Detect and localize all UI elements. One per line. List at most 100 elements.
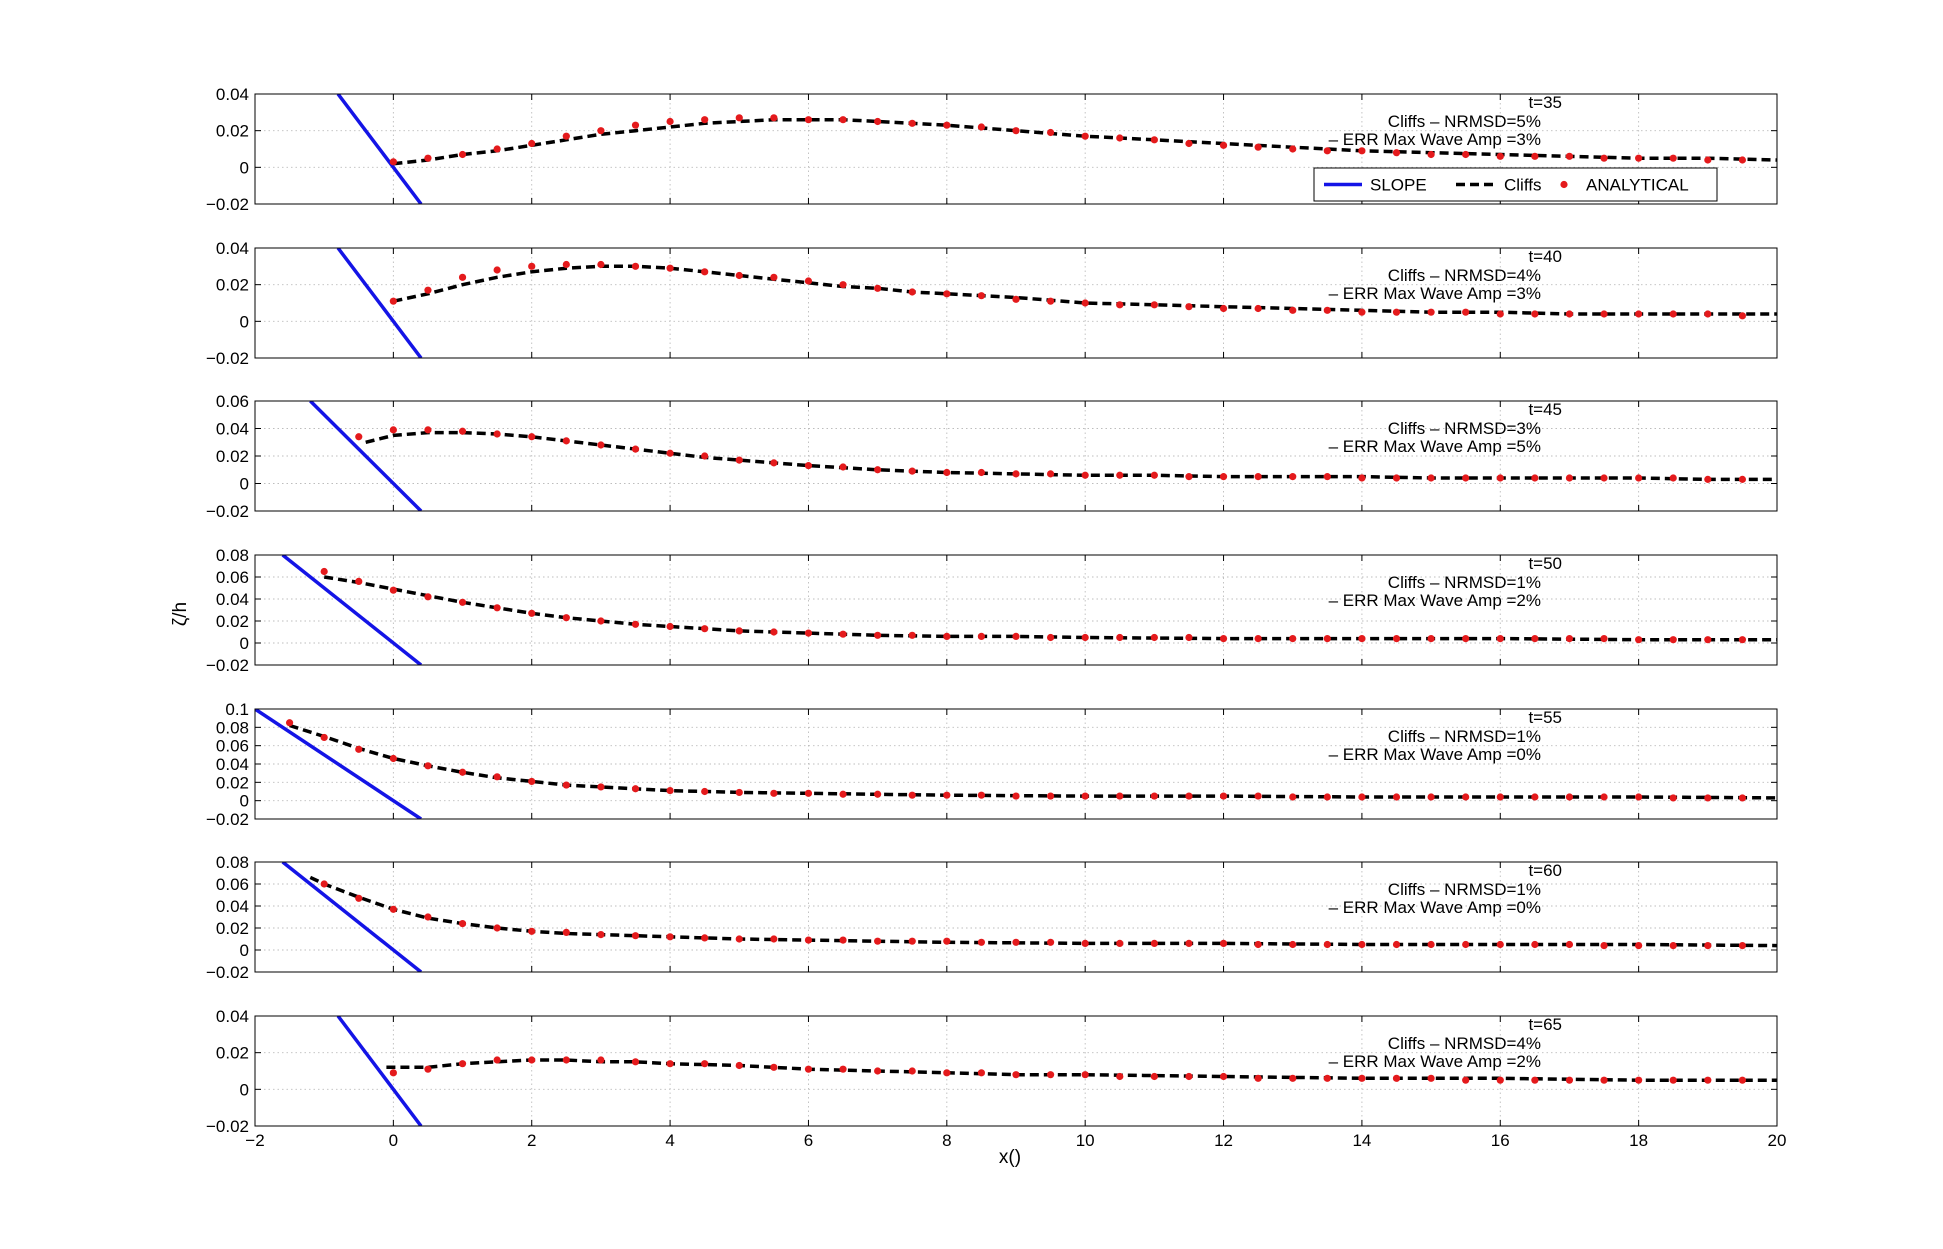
analytical-point: [597, 783, 605, 791]
analytical-point: [1738, 475, 1747, 483]
series-slope: [309, 401, 423, 511]
analytical-point: [1254, 304, 1262, 313]
plot-series: [281, 555, 1777, 665]
analytical-point: [458, 768, 467, 776]
analytical-point: [770, 1063, 778, 1071]
analytical-point: [1496, 940, 1504, 949]
analytical-point: [1185, 633, 1193, 642]
y-tick-label: 0.06: [216, 875, 249, 894]
analytical-point: [1427, 1074, 1435, 1082]
analytical-point: [1358, 1074, 1366, 1082]
analytical-point: [1323, 793, 1331, 801]
analytical-point: [1704, 156, 1712, 164]
analytical-point: [666, 117, 674, 126]
analytical-point: [1738, 636, 1747, 644]
analytical-point: [1496, 152, 1504, 160]
y-tick-label: 0: [240, 312, 249, 331]
legend-box: [1313, 167, 1718, 202]
y-tick-label: 0.02: [216, 773, 249, 792]
analytical-point: [1185, 939, 1193, 948]
analytical-point: [597, 441, 605, 449]
analytical-point: [943, 937, 951, 945]
series-cliffs: [365, 430, 1777, 482]
analytical-point: [1565, 310, 1574, 318]
time-label: t=60: [1528, 861, 1562, 880]
series-slope: [336, 248, 423, 358]
analytical-point: [1219, 635, 1228, 643]
analytical-point: [1358, 793, 1366, 801]
axes-frame: [254, 400, 1778, 512]
analytical-point: [943, 121, 951, 129]
analytical-point: [1565, 940, 1574, 949]
legend-analytical-label: ANALYTICAL: [1586, 176, 1689, 195]
analytical-point: [424, 154, 432, 162]
analytical-point: [631, 620, 640, 628]
analytical-point: [1150, 1072, 1158, 1081]
y-tick-label: 0.06: [216, 568, 249, 587]
analytical-point: [562, 132, 570, 140]
analytical-point: [1323, 940, 1331, 949]
y-tick-label: 0.02: [216, 612, 249, 631]
analytical-point: [493, 430, 501, 438]
x-tick-label: 2: [527, 1131, 536, 1150]
analytical-point: [562, 260, 570, 269]
analytical-point: [1219, 939, 1228, 948]
y-tick-label: 0.04: [216, 1007, 249, 1026]
analytical-point: [1219, 141, 1228, 149]
analytical-point: [1081, 471, 1089, 479]
analytical-point: [528, 777, 536, 786]
analytical-point: [1462, 940, 1470, 949]
analytical-point: [977, 791, 986, 799]
y-tick-label: 0.08: [216, 853, 249, 872]
analytical-point: [389, 297, 397, 305]
analytical-point: [1012, 632, 1020, 641]
analytical-point: [1046, 128, 1055, 137]
analytical-point: [528, 1056, 536, 1064]
analytical-point: [424, 593, 432, 601]
analytical-point: [1358, 308, 1366, 316]
analytical-point: [1669, 942, 1677, 950]
plot-series: [336, 1016, 1777, 1126]
analytical-point: [839, 1065, 847, 1073]
analytical-point: [1496, 793, 1504, 801]
analytical-point: [1116, 471, 1124, 479]
analytical-point: [1635, 154, 1643, 162]
x-tick-label: 14: [1352, 1131, 1371, 1150]
series-slope: [281, 555, 423, 665]
plot-series: [336, 248, 1777, 358]
analytical-point: [1462, 1076, 1470, 1084]
x-axis-label: x(): [999, 1147, 1021, 1168]
analytical-point: [1358, 474, 1366, 482]
analytical-point: [1496, 1076, 1504, 1084]
analytical-point: [908, 937, 916, 945]
axes-frame: [254, 247, 1778, 359]
analytical-point: [1185, 303, 1193, 311]
analytical-point: [1600, 474, 1608, 482]
analytical-point: [1669, 154, 1677, 162]
analytical-point: [424, 286, 432, 294]
analytical-point: [1150, 136, 1158, 144]
series-slope: [281, 862, 423, 972]
analytical-point: [458, 427, 467, 435]
analytical-point: [1462, 308, 1470, 316]
analytical-point: [1012, 938, 1020, 946]
analytical-point: [597, 617, 605, 625]
analytical-point: [1635, 942, 1643, 950]
analytical-point: [839, 936, 847, 944]
analytical-point: [701, 268, 709, 276]
analytical-point: [528, 433, 536, 441]
analytical-point: [1496, 310, 1504, 318]
analytical-point: [1150, 301, 1158, 309]
y-axis-label: ζ/h: [170, 602, 191, 626]
analytical-point: [1116, 301, 1124, 309]
y-tick-label: 0: [240, 158, 249, 177]
analytical-point: [1219, 1072, 1228, 1081]
y-tick-label: −0.02: [206, 810, 249, 829]
axes-frame: [254, 1015, 1778, 1127]
analytical-point: [562, 614, 570, 622]
analytical-point: [1150, 792, 1158, 800]
analytical-point: [1669, 474, 1677, 482]
analytical-point: [1046, 938, 1055, 946]
x-tick-label: 16: [1491, 1131, 1510, 1150]
